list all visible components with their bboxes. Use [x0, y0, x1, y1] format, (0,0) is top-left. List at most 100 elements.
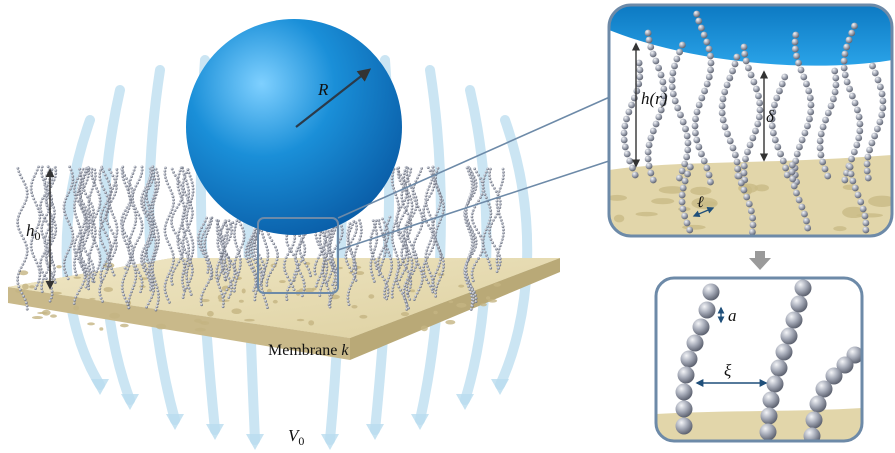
bead: [431, 165, 435, 169]
bead: [500, 180, 504, 184]
bead: [432, 182, 436, 186]
bead: [374, 222, 377, 226]
bead: [127, 248, 131, 252]
bead: [677, 111, 684, 119]
bead: [185, 270, 189, 274]
bead: [33, 200, 37, 204]
bead: [469, 227, 473, 231]
bead: [829, 95, 837, 103]
bead: [171, 195, 175, 199]
bead: [79, 170, 83, 174]
bead: [262, 269, 266, 273]
bead: [253, 244, 257, 247]
bead: [475, 228, 478, 231]
bead: [404, 165, 408, 169]
bead: [683, 132, 691, 140]
bead: [239, 223, 243, 227]
bead: [100, 269, 103, 273]
bead: [756, 106, 764, 114]
bead: [474, 296, 478, 300]
bead: [790, 295, 808, 313]
bead: [749, 214, 757, 222]
bead: [131, 287, 135, 291]
bead: [231, 221, 235, 224]
bead: [190, 216, 194, 219]
bead: [430, 172, 434, 176]
bead: [77, 174, 81, 177]
bead: [233, 261, 237, 265]
bead: [184, 236, 188, 240]
bead: [652, 120, 660, 128]
bead: [397, 206, 401, 209]
bead: [78, 225, 81, 229]
bead: [432, 239, 436, 243]
bead: [287, 285, 291, 289]
bead: [318, 275, 322, 278]
bead: [42, 194, 46, 197]
bead: [115, 174, 119, 178]
bead: [173, 231, 177, 235]
bead: [260, 273, 263, 277]
bead: [418, 266, 422, 269]
bead: [135, 267, 139, 271]
bead: [403, 297, 406, 300]
bead: [25, 304, 29, 308]
bead: [209, 268, 213, 271]
bead: [50, 222, 54, 226]
bead: [76, 177, 79, 181]
bead: [408, 285, 412, 289]
bead: [329, 228, 333, 232]
bead: [220, 254, 223, 257]
bead: [52, 178, 56, 182]
bead: [163, 166, 167, 170]
bead: [427, 268, 431, 271]
bead: [81, 225, 85, 229]
bead: [489, 238, 493, 241]
bead: [90, 245, 94, 248]
bead: [204, 255, 208, 259]
bead: [424, 259, 428, 262]
bead: [145, 272, 148, 276]
bead: [330, 263, 333, 266]
bead: [40, 171, 43, 175]
bead: [126, 267, 129, 271]
bead: [402, 229, 406, 233]
bead: [84, 285, 88, 289]
bead: [435, 285, 439, 289]
bead: [370, 251, 374, 255]
bead: [372, 225, 376, 229]
bead: [143, 251, 147, 255]
bead: [187, 229, 191, 232]
bead: [108, 183, 112, 186]
pore: [207, 310, 214, 317]
pore: [194, 327, 206, 332]
bead: [686, 226, 694, 234]
bead: [45, 204, 49, 208]
bead: [134, 213, 138, 217]
bead: [291, 278, 295, 282]
bead: [418, 208, 422, 212]
bead: [151, 168, 155, 171]
bead: [154, 308, 158, 312]
bead: [131, 248, 135, 252]
bead: [24, 301, 28, 305]
bead: [397, 233, 401, 237]
bead: [328, 302, 332, 306]
bead: [253, 273, 256, 276]
bead: [62, 210, 66, 213]
grafting-spacing-label: ℓ: [697, 194, 704, 211]
bead: [38, 274, 42, 278]
bead: [182, 244, 186, 248]
bead: [249, 240, 253, 244]
bead: [225, 252, 228, 256]
bead: [114, 244, 118, 248]
bead: [51, 217, 55, 220]
bead: [298, 248, 302, 252]
bead: [333, 286, 337, 290]
bead: [755, 92, 762, 100]
bead: [93, 174, 97, 178]
bead: [131, 258, 135, 262]
bead: [475, 170, 478, 174]
bead: [328, 236, 332, 239]
bead: [90, 170, 93, 174]
